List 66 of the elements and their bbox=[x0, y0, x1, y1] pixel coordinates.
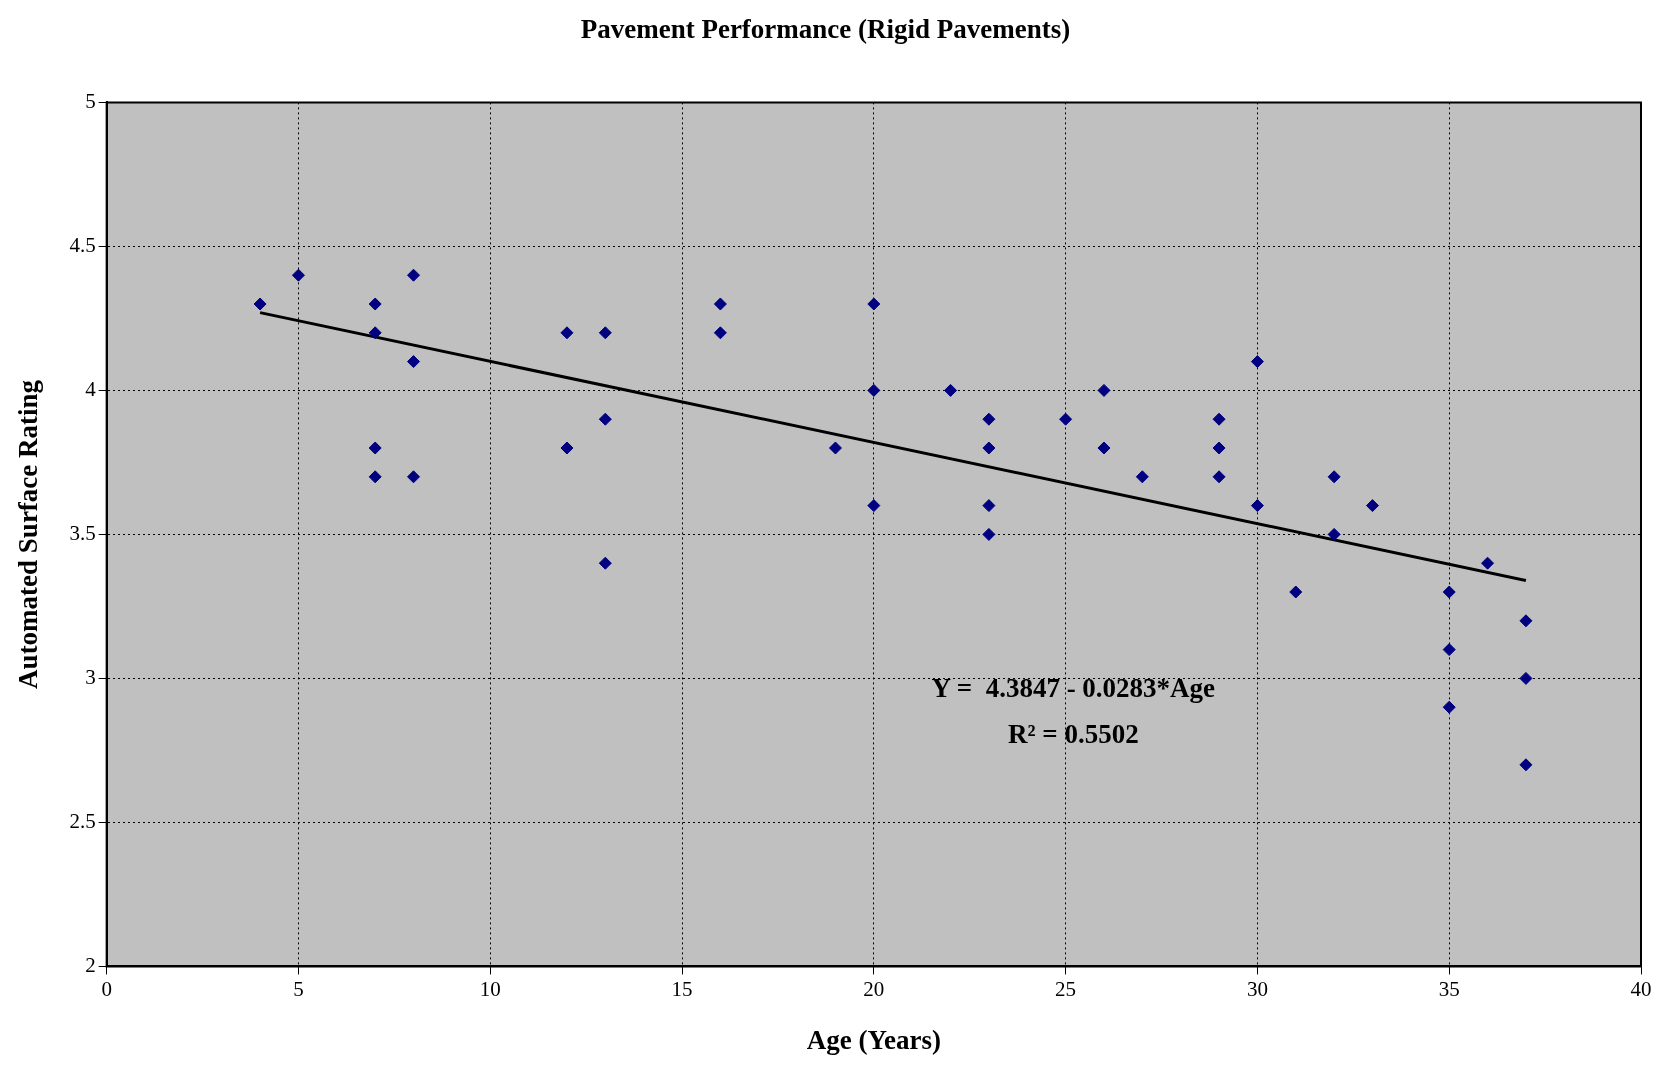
x-tick-label: 25 bbox=[1055, 976, 1077, 1001]
point bbox=[407, 268, 421, 282]
point bbox=[291, 268, 305, 282]
point bbox=[598, 326, 612, 340]
y-tick-label: 2.5 bbox=[69, 808, 96, 833]
x-tick-label: 20 bbox=[863, 976, 885, 1001]
chart-title: Pavement Performance (Rigid Pavements) bbox=[580, 14, 1071, 45]
point bbox=[1442, 643, 1456, 657]
point bbox=[368, 441, 382, 455]
point bbox=[982, 527, 996, 541]
x-axis-title: Age (Years) bbox=[806, 1024, 941, 1055]
point bbox=[1365, 499, 1379, 513]
x-tick-label: 40 bbox=[1630, 976, 1652, 1001]
point bbox=[1250, 355, 1264, 369]
point bbox=[1212, 470, 1226, 484]
point bbox=[1327, 527, 1341, 541]
point bbox=[1212, 412, 1226, 426]
x-tick-label: 10 bbox=[479, 976, 501, 1001]
point bbox=[1519, 758, 1533, 772]
point bbox=[982, 412, 996, 426]
annotation: R² = 0.5502 bbox=[1007, 718, 1139, 749]
point bbox=[1059, 412, 1073, 426]
point bbox=[713, 326, 727, 340]
y-tick-label: 4 bbox=[85, 376, 97, 401]
y-tick-label: 3 bbox=[85, 664, 96, 689]
point bbox=[867, 383, 881, 397]
point bbox=[1442, 700, 1456, 714]
point bbox=[1250, 499, 1264, 513]
y-axis-title: Automated Surface Rating bbox=[13, 379, 44, 689]
y-tick-label: 2 bbox=[85, 952, 96, 977]
x-tick-label: 30 bbox=[1246, 976, 1268, 1001]
point bbox=[1519, 671, 1533, 685]
x-tick-label: 5 bbox=[293, 976, 304, 1001]
point bbox=[982, 441, 996, 455]
point bbox=[407, 470, 421, 484]
point bbox=[867, 297, 881, 311]
y-tick-label: 4.5 bbox=[69, 232, 96, 257]
point bbox=[713, 297, 727, 311]
y-tick-label: 3.5 bbox=[69, 520, 96, 545]
point bbox=[368, 470, 382, 484]
point bbox=[1481, 556, 1495, 570]
point bbox=[867, 499, 881, 513]
x-tick-label: 0 bbox=[101, 976, 112, 1001]
point bbox=[1289, 585, 1303, 599]
x-tick-label: 35 bbox=[1438, 976, 1460, 1001]
point bbox=[1519, 614, 1533, 628]
x-tick-label: 15 bbox=[671, 976, 693, 1001]
point bbox=[368, 297, 382, 311]
point bbox=[253, 297, 267, 311]
point bbox=[944, 383, 958, 397]
point bbox=[828, 441, 842, 455]
point bbox=[560, 326, 574, 340]
annotation: Y = 4.3847 - 0.0283*Age bbox=[931, 672, 1216, 703]
point bbox=[1097, 441, 1111, 455]
point bbox=[368, 326, 382, 340]
point bbox=[1442, 585, 1456, 599]
y-tick-label: 5 bbox=[85, 88, 96, 113]
point bbox=[1327, 470, 1341, 484]
point bbox=[982, 499, 996, 513]
point bbox=[1135, 470, 1149, 484]
point bbox=[560, 441, 574, 455]
point bbox=[1097, 383, 1111, 397]
point bbox=[598, 556, 612, 570]
point bbox=[407, 355, 421, 369]
point bbox=[1212, 441, 1226, 455]
point bbox=[598, 412, 612, 426]
